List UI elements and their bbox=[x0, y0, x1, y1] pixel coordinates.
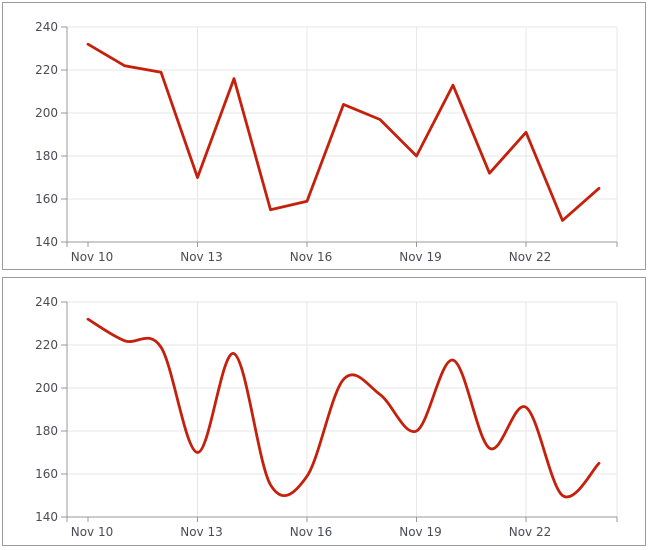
x-axis-tick-label: Nov 16 bbox=[290, 525, 333, 539]
y-axis-tick-label: 200 bbox=[35, 381, 58, 395]
y-axis-tick-label: 140 bbox=[35, 235, 58, 249]
y-axis-tick-label: 160 bbox=[35, 467, 58, 481]
y-axis-tick-label: 240 bbox=[35, 20, 58, 34]
x-axis-tick-label: Nov 10 bbox=[71, 250, 114, 264]
x-axis-tick-label: Nov 13 bbox=[180, 250, 223, 264]
data-series-line bbox=[86, 42, 601, 222]
y-axis-tick-label: 220 bbox=[35, 338, 58, 352]
x-axis-tick-label: Nov 22 bbox=[509, 525, 552, 539]
chart-panel-linear: 140 160 180 200 220 240 Nov 10 Nov 13 Nov 16 Nov … bbox=[2, 2, 646, 270]
y-axis-tick-label: 180 bbox=[35, 424, 58, 438]
y-axis-tick-label: 220 bbox=[35, 63, 58, 77]
x-axis-tick-label: Nov 19 bbox=[399, 250, 442, 264]
line-chart-smoothed: 140 160 180 200 220 240 Nov 10 Nov 13 Nov 16 Nov … bbox=[35, 295, 618, 539]
chart-panel-smoothed: 140 160 180 200 220 240 Nov 10 Nov 13 Nov 16 Nov … bbox=[2, 277, 646, 546]
x-axis-tick-label: Nov 10 bbox=[71, 525, 114, 539]
y-axis-tick-label: 180 bbox=[35, 149, 58, 163]
x-axis-tick-label: Nov 22 bbox=[509, 250, 552, 264]
x-axis-tick-label: Nov 16 bbox=[290, 250, 333, 264]
x-axis-tick-label: Nov 19 bbox=[399, 525, 442, 539]
y-axis-tick-label: 160 bbox=[35, 192, 58, 206]
x-axis-tick-label: Nov 13 bbox=[180, 525, 223, 539]
line-chart-linear: 140 160 180 200 220 240 Nov 10 Nov 13 Nov 16 Nov … bbox=[35, 20, 618, 264]
y-axis-tick-label: 140 bbox=[35, 510, 58, 524]
y-axis-tick-label: 240 bbox=[35, 295, 58, 309]
data-series-line bbox=[86, 317, 601, 499]
y-axis-tick-label: 200 bbox=[35, 106, 58, 120]
